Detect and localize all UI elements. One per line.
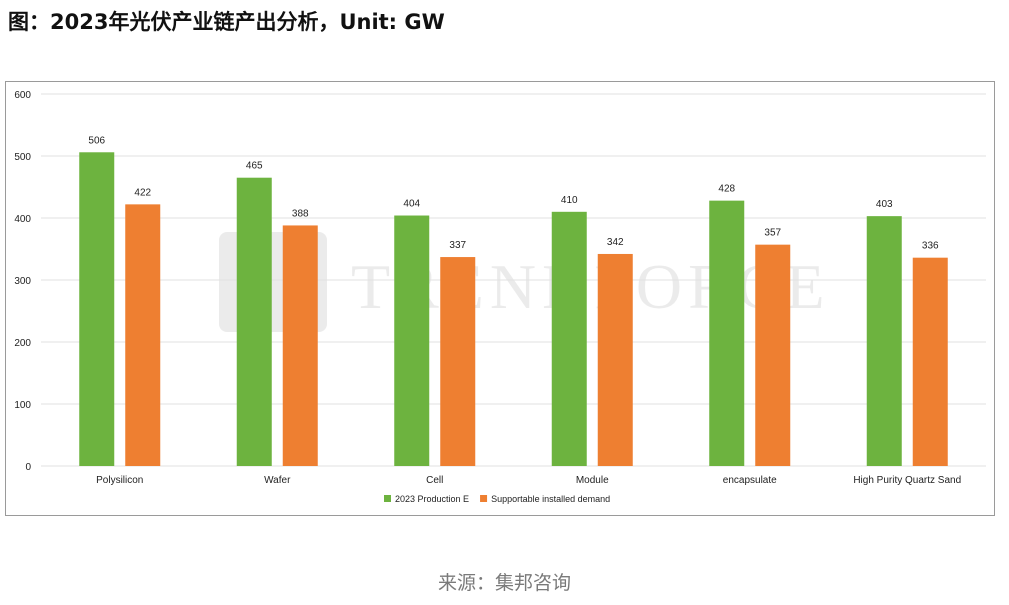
x-tick-label: encapsulate: [723, 475, 777, 486]
data-label: 404: [403, 199, 420, 210]
bar: [551, 211, 587, 466]
data-label: 337: [449, 240, 466, 251]
data-label: 388: [292, 208, 309, 219]
bar: [755, 244, 791, 466]
legend-swatch: [480, 495, 488, 502]
source-caption: 来源：集邦咨询: [437, 572, 571, 594]
data-label: 403: [876, 199, 893, 210]
data-label: 422: [134, 187, 151, 198]
legend-swatch: [384, 495, 391, 502]
legend-label: Supportable installed demand: [491, 494, 610, 504]
bar: [866, 216, 902, 466]
y-tick-label: 300: [14, 276, 31, 287]
y-tick-label: 0: [25, 462, 31, 473]
bar: [709, 200, 745, 466]
chart-frame: TRENDFORCE 0 100 200 300 400 500 600 506 422 Polys…: [5, 81, 995, 516]
bar-chart: TRENDFORCE 0 100 200 300 400 500 600 506 422 Polys…: [14, 90, 986, 504]
bar: [597, 253, 633, 466]
data-label: 506: [88, 135, 105, 146]
y-tick-label: 500: [14, 152, 31, 163]
page-title: 图：2023年光伏产业链产出分析，Unit: GW: [8, 10, 445, 34]
bar: [394, 215, 430, 466]
data-label: 357: [764, 228, 781, 239]
x-tick-label: Cell: [426, 475, 443, 486]
y-tick-label: 600: [14, 90, 31, 101]
x-tick-label: Module: [576, 475, 609, 486]
bar: [912, 257, 948, 466]
x-tick-label: Wafer: [264, 475, 291, 486]
legend-label: 2023 Production E: [395, 494, 469, 504]
bar: [440, 257, 476, 466]
data-label: 410: [561, 195, 578, 206]
watermark-text: TRENDFORCE: [351, 251, 831, 322]
bar: [282, 225, 318, 466]
bar: [236, 177, 272, 466]
data-label: 342: [607, 237, 624, 248]
data-label: 336: [922, 241, 939, 252]
data-label: 465: [246, 161, 263, 172]
x-tick-label: High Purity Quartz Sand: [853, 475, 961, 486]
y-tick-label: 100: [14, 400, 31, 411]
bar: [125, 204, 161, 467]
y-tick-label: 400: [14, 214, 31, 225]
y-tick-label: 200: [14, 338, 31, 349]
data-label: 428: [718, 184, 735, 195]
bar: [79, 152, 115, 466]
x-tick-label: Polysilicon: [96, 475, 143, 486]
